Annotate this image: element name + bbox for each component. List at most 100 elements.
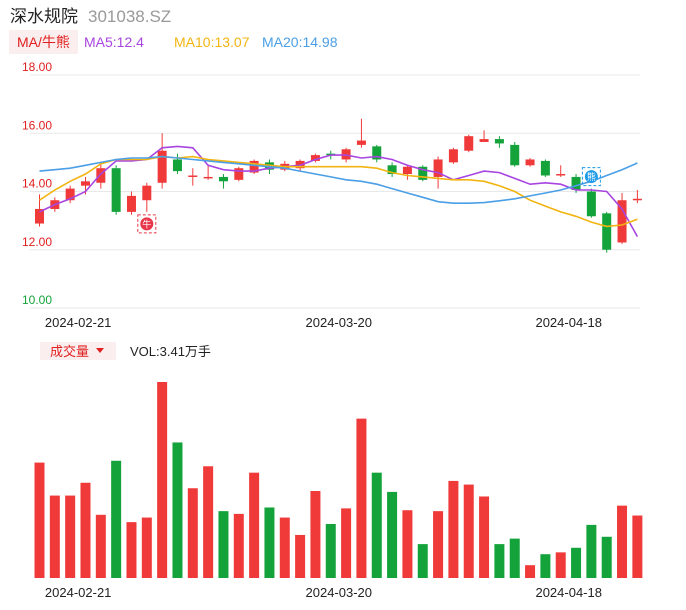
ma10-legend: MA10:13.07 [174, 34, 250, 50]
y-tick-label: 16.00 [22, 118, 52, 132]
volume-bar [555, 552, 566, 578]
candle [172, 153, 182, 175]
candle-body [96, 168, 106, 183]
price-y-axis: 18.00 16.00 14.00 12.00 10.00 [22, 60, 52, 307]
x-tick-label: 2024-04-18 [535, 315, 602, 330]
stock-name: 深水规院 [10, 7, 78, 26]
candle-body [157, 150, 167, 183]
volume-bar [218, 511, 229, 578]
volume-bar [387, 491, 398, 578]
badge-text: 牛 [142, 218, 151, 230]
candle-body [234, 168, 244, 180]
candle-body [448, 149, 458, 163]
volume-bar [157, 382, 168, 578]
ma5-legend: MA5:12.4 [84, 34, 144, 50]
volume-tag-button[interactable]: 成交量 [40, 342, 116, 360]
volume-bar [34, 462, 45, 578]
volume-bar [126, 522, 137, 578]
badge-dot [584, 170, 598, 184]
candle-body [80, 181, 90, 186]
volume-bar [233, 513, 244, 578]
volume-bar [448, 480, 459, 578]
candle-body [494, 139, 504, 144]
candle-body [387, 165, 397, 175]
ma20-line [39, 155, 638, 204]
ma-tag-label: MA/牛熊 [17, 34, 70, 50]
candle-body [65, 188, 75, 201]
caret-down-icon [96, 348, 104, 353]
volume-bar [494, 544, 505, 578]
candle [464, 134, 474, 153]
candle [510, 141, 520, 167]
volume-x-axis: 2024-02-21 2024-03-20 2024-04-18 [45, 585, 602, 600]
candlestick-series [35, 118, 642, 253]
volume-bar [525, 565, 536, 578]
candle-body [172, 159, 182, 172]
volume-bar [586, 524, 597, 578]
volume-bar [402, 510, 413, 578]
stock-code: 301038.SZ [88, 7, 171, 26]
candle [372, 144, 382, 163]
candle [203, 165, 213, 180]
volume-bar [80, 482, 91, 578]
candle [402, 165, 412, 180]
candle-body [218, 176, 228, 182]
candle-body [356, 140, 366, 145]
candle [142, 182, 152, 212]
y-tick-label: 10.00 [22, 293, 52, 307]
candle [126, 191, 136, 215]
candle [356, 118, 366, 148]
bear-badge-icon: 熊 [581, 167, 601, 187]
volume-bar [433, 511, 444, 578]
volume-bar [509, 538, 520, 578]
volume-bar [325, 523, 336, 578]
candle-body [556, 174, 566, 176]
volume-bar [141, 517, 152, 578]
candle-body [617, 200, 627, 243]
candle-body [310, 155, 320, 161]
volume-bar [479, 496, 490, 578]
candle-body [433, 159, 443, 177]
candle [387, 162, 397, 177]
volume-bar [463, 484, 474, 578]
x-tick-label: 2024-03-20 [306, 315, 373, 330]
volume-bar [203, 466, 214, 578]
candle [494, 136, 504, 148]
volume-bar [65, 495, 76, 578]
candle-body [632, 198, 642, 201]
candle-body [111, 168, 121, 212]
candle [218, 174, 228, 189]
candle [65, 185, 75, 204]
volume-bar [249, 472, 260, 578]
volume-tag-label: 成交量 [50, 344, 89, 359]
volume-bar [632, 515, 643, 578]
candle-body [203, 176, 213, 179]
volume-bar [356, 418, 367, 578]
volume-bar [601, 536, 612, 578]
volume-bar [371, 472, 382, 578]
volume-bar [172, 442, 183, 578]
candle [448, 147, 458, 164]
candle [632, 190, 642, 204]
candle [188, 168, 198, 186]
candle [234, 166, 244, 182]
volume-value-label: VOL:3.41万手 [130, 344, 211, 359]
candle-body [602, 213, 612, 250]
candle [525, 158, 535, 167]
volume-bar [49, 495, 60, 578]
ma-tag-button[interactable]: MA/牛熊 [9, 30, 78, 54]
y-tick-label: 18.00 [22, 60, 52, 74]
candle-body [35, 208, 44, 224]
volume-bar [617, 505, 628, 578]
candle [602, 211, 612, 253]
x-tick-label: 2024-02-21 [45, 315, 112, 330]
candle-body [126, 195, 136, 212]
y-tick-label: 12.00 [22, 235, 52, 249]
candle [617, 192, 627, 244]
candle-body [142, 185, 152, 201]
volume-bar [540, 554, 551, 578]
signal-badges: 牛熊 [137, 167, 601, 234]
candle [418, 165, 428, 182]
volume-bar [264, 507, 275, 578]
